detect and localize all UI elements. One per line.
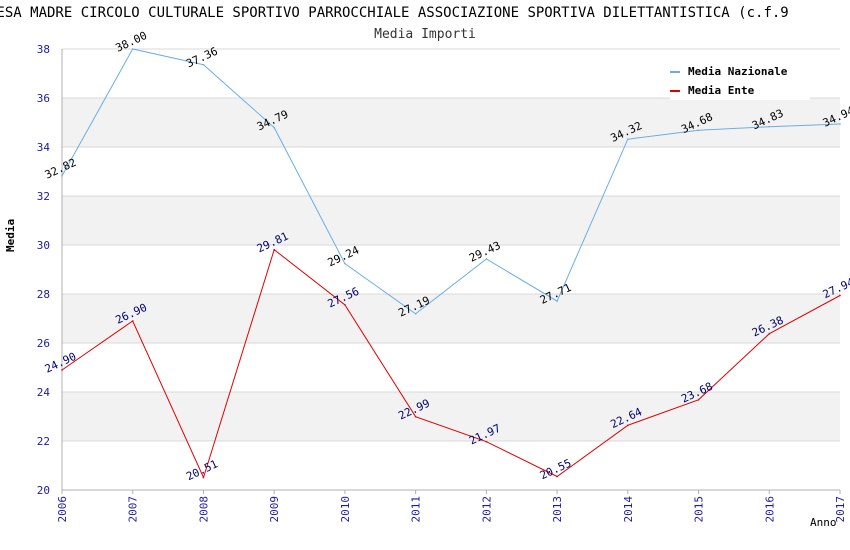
grid-band: [62, 196, 840, 245]
legend-label: Media Nazionale: [688, 65, 788, 78]
legend-label: Media Ente: [688, 84, 755, 97]
x-tick-label: 2017: [834, 496, 847, 523]
axes: [61, 49, 841, 494]
x-tick-label: 2006: [56, 496, 69, 523]
series-lines: [61, 48, 841, 479]
data-label: 20.55: [538, 456, 574, 482]
x-tick-label: 2015: [693, 496, 706, 523]
y-tick-label: 22: [37, 435, 50, 448]
data-label: 20.51: [184, 457, 220, 483]
x-tick-label: 2007: [127, 496, 140, 523]
y-tick-label: 24: [37, 386, 51, 399]
data-point: [273, 248, 275, 251]
y-tick-label: 20: [37, 484, 50, 497]
legend: Media Nazionale Media Ente: [670, 60, 810, 100]
y-tick-label: 38: [37, 43, 50, 56]
x-tick-label: 2011: [410, 496, 423, 523]
legend-swatch: [670, 70, 680, 73]
x-tick-label: 2009: [268, 496, 281, 523]
data-point: [61, 175, 63, 177]
data-point: [202, 63, 205, 66]
legend-item-media-nazionale: Media Nazionale: [670, 65, 787, 78]
y-tick-label: 36: [37, 92, 50, 105]
data-point: [627, 424, 629, 427]
grid-band: [62, 392, 840, 441]
data-point: [485, 258, 488, 260]
x-tick-label: 2016: [763, 496, 776, 523]
series-line-media-nazionale: [61, 48, 841, 315]
data-point: [839, 294, 841, 297]
y-tick-labels: 20 22 24 26 28 30 32 34 36 38: [37, 43, 51, 497]
data-point: [627, 138, 629, 140]
legend-swatch: [670, 89, 680, 92]
data-point: [202, 476, 205, 479]
legend-item-media-ente: Media Ente: [670, 84, 754, 97]
data-label: 32.82: [43, 156, 79, 182]
y-tick-label: 34: [37, 141, 51, 154]
data-point: [556, 475, 558, 478]
data-point: [697, 129, 700, 132]
x-tick-label: 2008: [197, 496, 210, 523]
data-point: [556, 300, 558, 302]
data-point: [131, 320, 134, 322]
data-point: [344, 262, 346, 265]
y-tick-label: 30: [37, 239, 50, 252]
x-tick-label: 2010: [339, 496, 352, 523]
data-point: [414, 415, 417, 418]
data-point: [273, 126, 275, 129]
chart-subtitle: Media Importi: [374, 27, 476, 42]
data-label: 29.24: [326, 243, 362, 269]
grid-band: [62, 294, 840, 343]
data-point: [61, 369, 63, 371]
x-tick-label: 2014: [622, 496, 635, 523]
x-axis-label: Anno: [810, 516, 837, 529]
grid-band: [62, 98, 840, 147]
x-tick-label: 2012: [480, 496, 493, 523]
x-tick-labels: 2006 2007 2008 2009 2010 2011 2012 2013 2014 2015…: [56, 496, 847, 523]
y-tick-label: 26: [37, 337, 50, 350]
data-point: [344, 303, 346, 306]
chart-title: IESA MADRE CIRCOLO CULTURALE SPORTIVO PA…: [0, 5, 789, 21]
data-point: [768, 332, 771, 335]
data-label: 37.36: [184, 45, 220, 71]
data-point: [768, 125, 771, 128]
data-point: [697, 399, 700, 401]
y-tick-label: 32: [37, 190, 50, 203]
data-point: [839, 123, 841, 125]
data-point: [414, 313, 417, 315]
data-point: [485, 440, 488, 443]
grid-bands: [62, 98, 840, 441]
y-axis-label: Media: [4, 218, 17, 252]
data-point: [131, 48, 134, 50]
series-line-media-ente: [61, 248, 841, 479]
x-tick-label: 2013: [551, 496, 564, 523]
data-label: 24.90: [43, 350, 79, 376]
y-tick-label: 28: [37, 288, 50, 301]
